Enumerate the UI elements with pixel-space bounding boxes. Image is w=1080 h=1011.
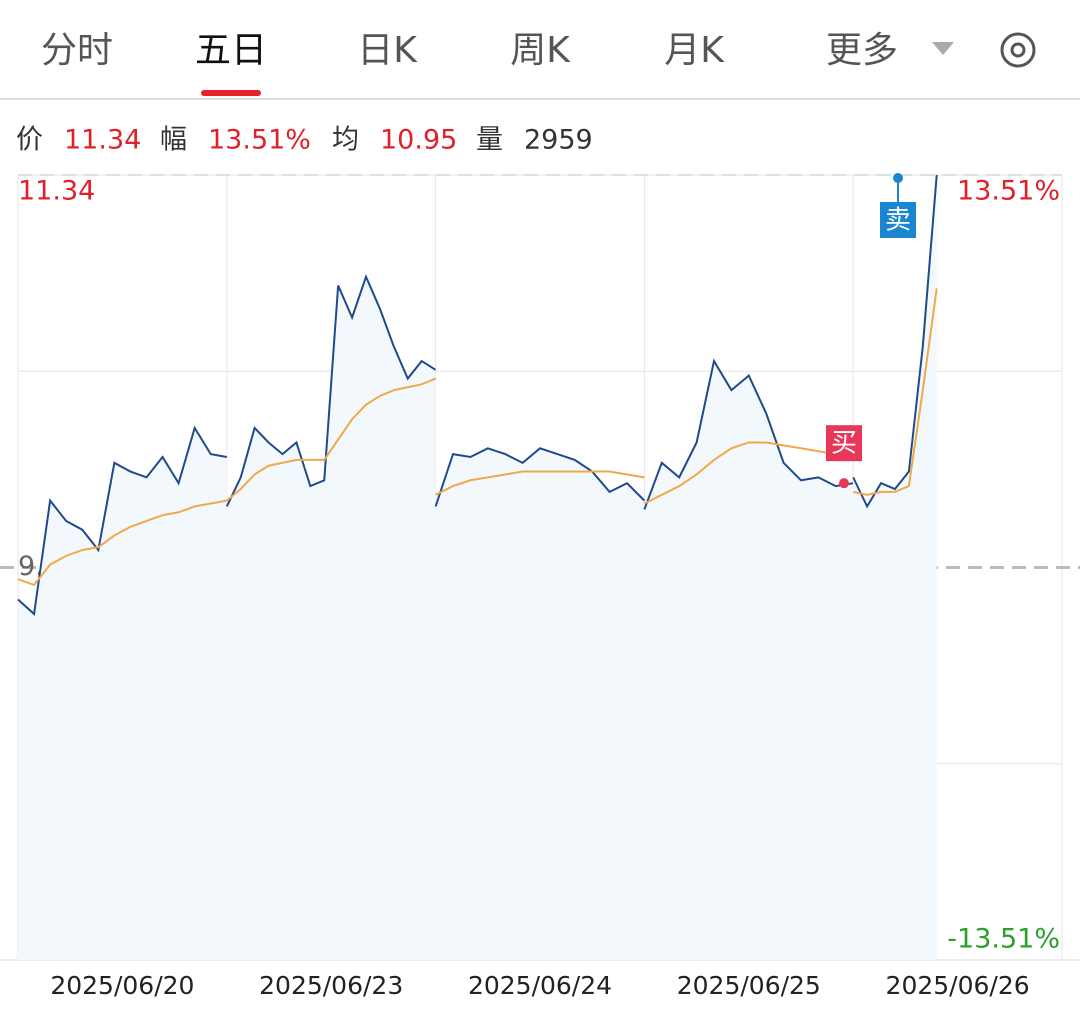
tab[interactable]: 周K [510,30,571,71]
price-area [226,276,436,960]
price-area [853,175,937,960]
trade-badge [880,202,916,238]
price-area [435,448,645,960]
price-line [852,174,938,509]
avg-line [226,377,436,502]
x-tick-label: 2025/06/26 [886,971,1030,1000]
tab-underline [201,90,261,96]
price-area [644,361,854,960]
chart: 11.349.998.6413.51%-13.51%2025/06/202025… [0,173,1080,1000]
price-line [643,358,854,510]
trade-label: 卖 [885,206,911,236]
trade-label: 买 [831,429,857,459]
quote-value: 13.51% [208,125,311,156]
avg-line [643,441,854,505]
avg-line [852,288,938,496]
price-line [225,273,437,507]
avg-line [17,499,227,587]
dropdown-arrow[interactable] [932,42,954,55]
quote-label: 均 [332,125,359,156]
quote-label: 幅 [160,125,187,156]
trade-badge [826,425,862,462]
price-area [18,427,227,960]
quote-label: 量 [476,125,503,156]
tab[interactable]: 日K [357,30,418,71]
trade-point [839,478,849,489]
tab[interactable]: 月K [664,30,725,71]
quote-value: 2959 [524,125,593,156]
y2-tick-label: -13.51% [947,924,1060,955]
quote-value: 10.95 [380,125,457,156]
x-tick-label: 2025/06/25 [677,971,821,1000]
quote-value: 11.34 [64,125,141,156]
quote-label: 价 [16,125,43,156]
tab[interactable]: 分时 [41,30,113,71]
price-line [434,447,646,507]
x-tick-label: 2025/06/20 [50,971,194,1000]
tab-active[interactable]: 五日 [195,30,267,71]
x-tick-label: 2025/06/23 [259,971,403,1000]
price-line [17,425,227,617]
y-tick-label: 11.34 [18,176,95,207]
settings-icon[interactable] [1000,32,1036,68]
avg-line [435,470,645,496]
y2-tick-label: 13.51% [957,176,1060,207]
tab[interactable]: 更多 [826,30,898,71]
x-tick-label: 2025/06/24 [468,971,612,1000]
